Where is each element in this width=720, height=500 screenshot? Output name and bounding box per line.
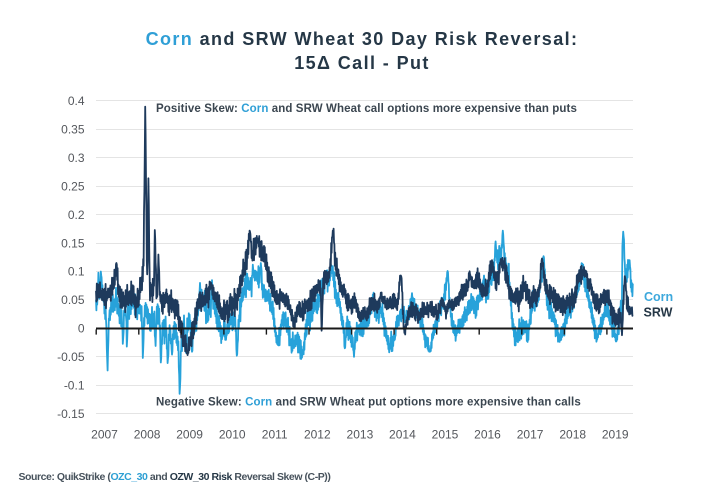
- svg-text:0: 0: [78, 322, 85, 336]
- svg-text:Corn: Corn: [644, 290, 673, 304]
- svg-text:0.25: 0.25: [61, 179, 85, 193]
- svg-text:2018: 2018: [559, 428, 586, 442]
- svg-text:2013: 2013: [347, 428, 374, 442]
- svg-text:2015: 2015: [432, 428, 459, 442]
- svg-text:Source: QuikStrike (OZC_30 and: Source: QuikStrike (OZC_30 and OZW_30 Ri…: [19, 471, 331, 483]
- svg-text:2019: 2019: [602, 428, 629, 442]
- svg-text:Positive Skew: Corn and SRW Wh: Positive Skew: Corn and SRW Wheat call o…: [156, 103, 577, 115]
- svg-text:0.3: 0.3: [68, 151, 85, 165]
- svg-text:0.15: 0.15: [61, 236, 85, 250]
- svg-text:-0.1: -0.1: [64, 379, 85, 393]
- svg-text:0.35: 0.35: [61, 123, 85, 137]
- svg-text:0.05: 0.05: [61, 293, 85, 307]
- svg-text:2017: 2017: [517, 428, 544, 442]
- svg-text:2011: 2011: [262, 428, 288, 442]
- svg-text:0.4: 0.4: [68, 94, 85, 108]
- svg-text:2009: 2009: [176, 428, 203, 442]
- svg-text:-0.15: -0.15: [57, 407, 85, 421]
- svg-text:2012: 2012: [304, 428, 331, 442]
- svg-text:0.1: 0.1: [68, 265, 85, 279]
- svg-text:2007: 2007: [91, 428, 118, 442]
- svg-text:2008: 2008: [134, 428, 161, 442]
- svg-text:SRW: SRW: [644, 306, 673, 320]
- svg-text:Negative Skew: Corn and SRW Wh: Negative Skew: Corn and SRW Wheat put op…: [156, 397, 581, 409]
- svg-text:2016: 2016: [474, 428, 501, 442]
- svg-text:2014: 2014: [389, 428, 416, 442]
- svg-text:Corn and SRW Wheat 30 Day Risk: Corn and SRW Wheat 30 Day Risk Reversal:: [146, 29, 579, 49]
- svg-text:15Δ Call - Put: 15Δ Call - Put: [294, 53, 430, 73]
- svg-text:0.2: 0.2: [68, 208, 85, 222]
- svg-text:-0.05: -0.05: [57, 350, 85, 364]
- svg-text:2010: 2010: [219, 428, 246, 442]
